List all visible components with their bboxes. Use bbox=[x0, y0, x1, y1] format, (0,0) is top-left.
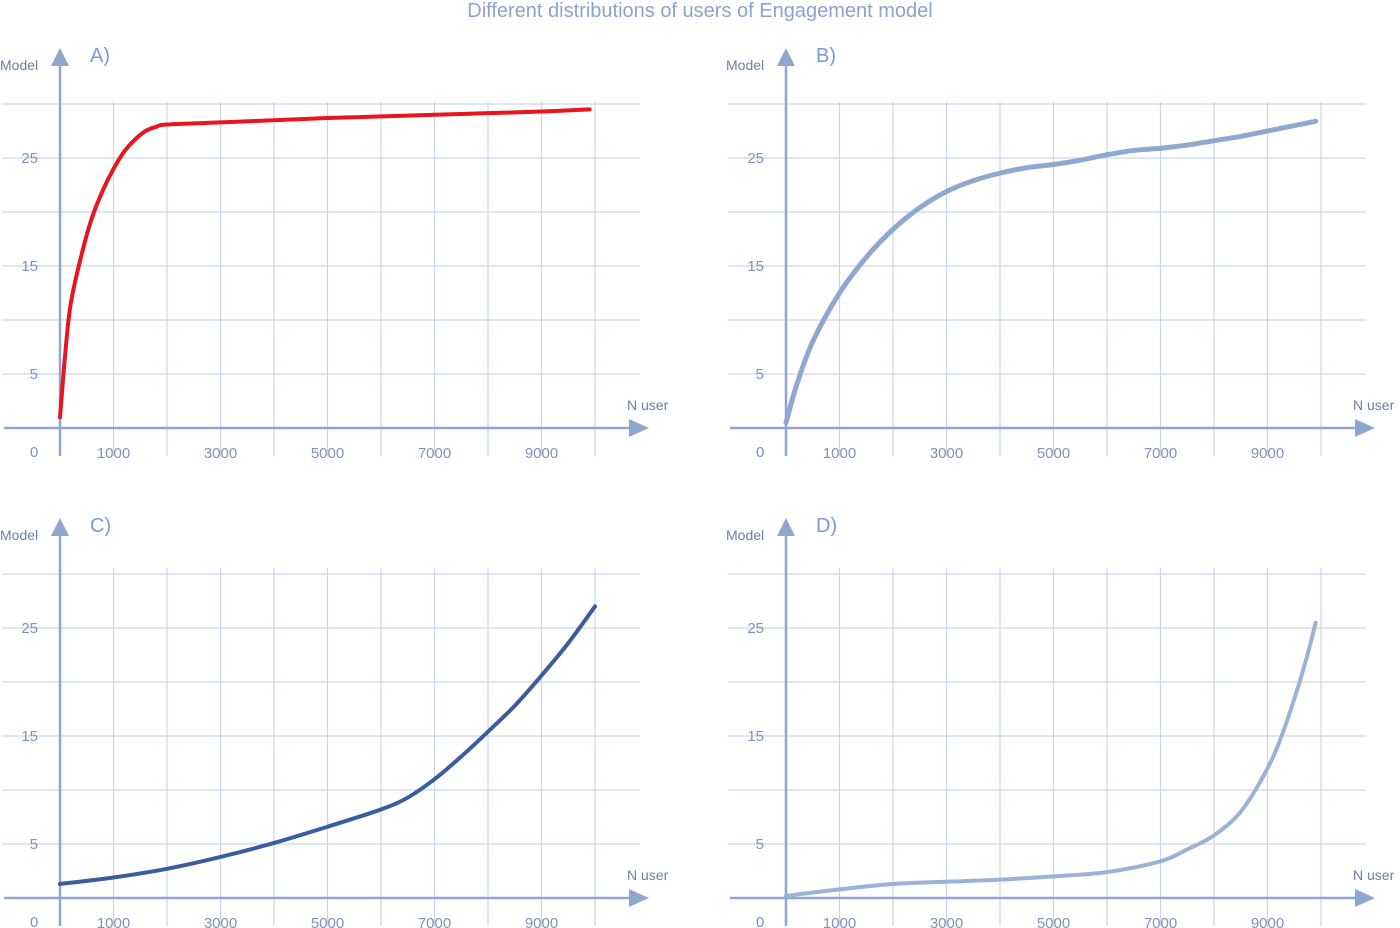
series-line bbox=[783, 118, 1319, 426]
y-axis-arrow-icon bbox=[777, 518, 795, 536]
y-tick-label: 5 bbox=[30, 366, 38, 383]
x-axis-arrow-icon bbox=[629, 889, 649, 907]
y-tick-label: 15 bbox=[747, 728, 764, 745]
x-tick-label: 3000 bbox=[930, 445, 963, 462]
x-tick-label: 7000 bbox=[418, 445, 451, 462]
y-tick-label: 15 bbox=[747, 258, 764, 275]
origin-label: 0 bbox=[756, 914, 764, 928]
x-tick-label: 1000 bbox=[97, 915, 130, 928]
origin-label: 0 bbox=[30, 444, 38, 461]
y-tick-label: 5 bbox=[30, 836, 38, 853]
panel-label: C) bbox=[90, 515, 111, 537]
x-axis-label: N user bbox=[627, 867, 669, 883]
chart-panel-c: C) Model N user 0 1000 3000 5000 7000 9000 5 15 25 bbox=[0, 515, 669, 928]
x-tick-label: 9000 bbox=[525, 915, 558, 928]
chart-panel-b: B) Model N user 0 1000 3000 5000 7000 9000 5 15 25 bbox=[726, 45, 1395, 462]
y-tick-label: 5 bbox=[756, 836, 764, 853]
y-axis-arrow-icon bbox=[51, 518, 69, 536]
series-line bbox=[58, 107, 592, 420]
x-tick-label: 1000 bbox=[823, 915, 856, 928]
y-tick-label: 25 bbox=[747, 150, 764, 167]
y-axis-label: Model bbox=[0, 527, 38, 543]
x-tick-label: 3000 bbox=[204, 445, 237, 462]
series-line bbox=[58, 604, 597, 886]
y-tick-label: 25 bbox=[21, 150, 38, 167]
x-tick-label: 5000 bbox=[311, 915, 344, 928]
x-tick-label: 1000 bbox=[97, 445, 130, 462]
x-tick-label: 1000 bbox=[823, 445, 856, 462]
x-tick-label: 5000 bbox=[311, 445, 344, 462]
x-tick-label: 5000 bbox=[1037, 915, 1070, 928]
chart-panel-d: D) Model N user 0 1000 3000 5000 7000 9000 5 15 25 bbox=[726, 515, 1395, 928]
x-axis-arrow-icon bbox=[629, 419, 649, 437]
x-tick-label: 5000 bbox=[1037, 445, 1070, 462]
y-axis-arrow-icon bbox=[777, 48, 795, 66]
chart-panel-a: A) Model N user 0 1000 3000 5000 7000 9000 5 15 25 bbox=[0, 45, 669, 462]
y-axis-label: Model bbox=[726, 527, 764, 543]
x-axis-label: N user bbox=[1353, 867, 1395, 883]
y-axis-label: Model bbox=[0, 57, 38, 73]
y-tick-label: 25 bbox=[747, 620, 764, 637]
x-tick-label: 9000 bbox=[1251, 445, 1284, 462]
x-axis-arrow-icon bbox=[1355, 889, 1375, 907]
x-tick-label: 7000 bbox=[1144, 915, 1177, 928]
x-axis-label: N user bbox=[1353, 397, 1395, 413]
y-tick-label: 15 bbox=[21, 728, 38, 745]
series-line bbox=[784, 620, 1318, 898]
origin-label: 0 bbox=[756, 444, 764, 461]
y-tick-label: 15 bbox=[21, 258, 38, 275]
x-tick-label: 9000 bbox=[525, 445, 558, 462]
panel-label: D) bbox=[816, 515, 837, 537]
page-title: Different distributions of users of Enga… bbox=[467, 0, 933, 22]
x-tick-label: 7000 bbox=[418, 915, 451, 928]
x-tick-label: 7000 bbox=[1144, 445, 1177, 462]
x-tick-label: 9000 bbox=[1251, 915, 1284, 928]
panel-label: A) bbox=[90, 45, 110, 67]
origin-label: 0 bbox=[30, 914, 38, 928]
x-tick-label: 3000 bbox=[204, 915, 237, 928]
y-tick-label: 25 bbox=[21, 620, 38, 637]
x-axis-arrow-icon bbox=[1355, 419, 1375, 437]
y-axis-arrow-icon bbox=[51, 48, 69, 66]
y-tick-label: 5 bbox=[756, 366, 764, 383]
x-tick-label: 3000 bbox=[930, 915, 963, 928]
y-axis-label: Model bbox=[726, 57, 764, 73]
x-axis-label: N user bbox=[627, 397, 669, 413]
panel-label: B) bbox=[816, 45, 836, 67]
